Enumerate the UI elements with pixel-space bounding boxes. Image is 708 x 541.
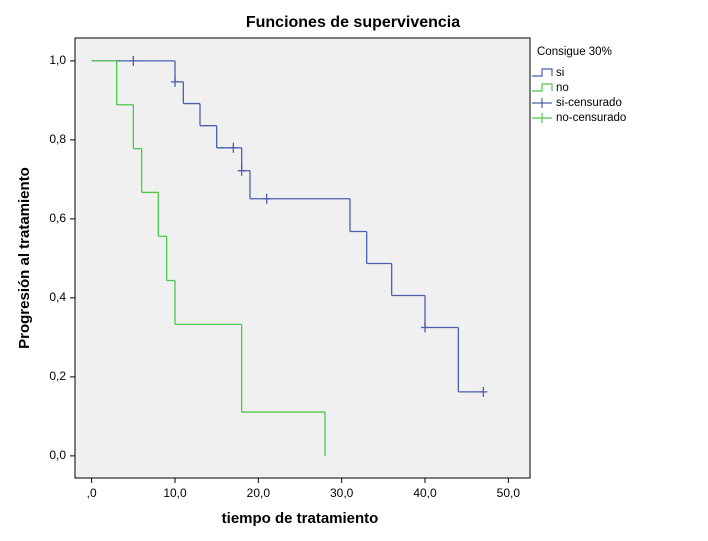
censor-mark: [171, 76, 179, 87]
y-tick-label: 0,8: [49, 132, 66, 146]
y-axis-label: Progresión al tratamiento: [16, 167, 33, 349]
y-tick-label: 0,0: [49, 448, 66, 462]
x-tick-label: 40,0: [413, 486, 437, 500]
chart-title: Funciones de supervivencia: [246, 14, 460, 31]
censor-mark: [129, 55, 138, 66]
legend-swatch: [532, 83, 553, 92]
censor-mark: [479, 386, 488, 397]
legend-label: si: [556, 67, 564, 79]
x-axis-label: tiempo de tratamiento: [222, 510, 379, 527]
censor-mark: [262, 193, 271, 204]
legend-label: no-censurado: [556, 112, 626, 124]
y-tick-label: 0,2: [49, 369, 66, 383]
censor-mark: [237, 165, 246, 176]
y-tick-label: 1,0: [49, 53, 66, 67]
x-tick-label: 10,0: [163, 486, 187, 500]
censor-mark: [229, 142, 238, 153]
legend-swatch: [532, 68, 553, 77]
plot-area: [74, 37, 531, 479]
legend-label: no: [556, 82, 569, 94]
censor-mark: [421, 322, 429, 333]
x-tick-label: ,0: [87, 486, 97, 500]
legend-label: si-censurado: [556, 97, 622, 109]
x-tick-label: 20,0: [247, 486, 271, 500]
legend-swatch: [532, 98, 552, 108]
x-tick-label: 50,0: [497, 486, 521, 500]
legend-title: Consigue 30%: [537, 46, 612, 58]
x-tick-label: 30,0: [330, 486, 354, 500]
y-tick-label: 0,4: [49, 290, 66, 304]
y-tick-label: 0,6: [49, 211, 66, 225]
legend-swatch: [532, 113, 552, 123]
